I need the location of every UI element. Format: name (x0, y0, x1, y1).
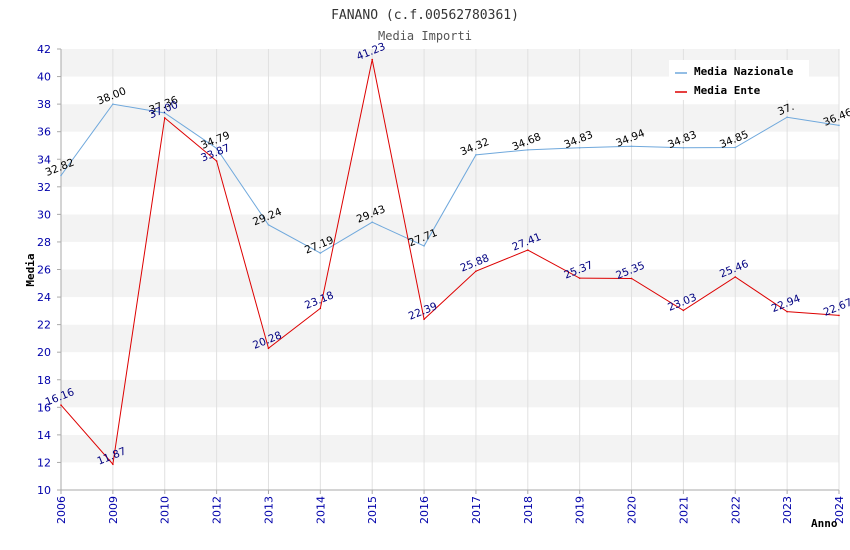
y-axis-ticks: 10 12 14 16 18 20 22 24 26 28 30 32 34 36 38 40 42 (37, 43, 61, 497)
grid-band (61, 434, 839, 463)
grid-band (61, 214, 839, 242)
grid-band (61, 297, 839, 325)
y-tick-label: 34 (37, 153, 51, 166)
x-tick-label: 2014 (314, 496, 327, 524)
data-point (838, 314, 840, 317)
y-tick-label: 10 (37, 484, 51, 497)
grid-band (61, 407, 839, 435)
data-point (163, 112, 166, 114)
legend-box (669, 60, 809, 100)
x-tick-label: 2019 (574, 496, 587, 524)
data-point (578, 277, 581, 279)
x-tick-label: 2010 (159, 496, 172, 524)
data-point (319, 252, 322, 254)
data-point (267, 347, 270, 350)
grid-bands (60, 49, 840, 490)
y-tick-label: 42 (37, 43, 51, 56)
x-tick-label: 2022 (729, 496, 742, 524)
x-tick-label: 2023 (781, 496, 794, 524)
data-point (60, 174, 62, 177)
x-axis-ticks: 2006 2009 2010 2012 2013 2014 2015 2016 2017 2018… (55, 490, 846, 524)
legend-label-media-ente: Media Ente (694, 84, 761, 97)
data-point (630, 145, 633, 148)
grid-band (61, 269, 839, 298)
legend-label-media-nazionale: Media Nazionale (694, 65, 794, 78)
x-tick-label: 2024 (833, 496, 846, 524)
series-lines (60, 58, 840, 466)
y-tick-label: 16 (37, 401, 51, 414)
data-point (60, 404, 62, 406)
grid-band (61, 352, 839, 380)
data-point (163, 117, 166, 119)
data-point (423, 245, 425, 247)
grid-band (61, 131, 839, 160)
data-point (215, 160, 218, 162)
y-tick-label: 30 (37, 208, 51, 221)
y-tick-label: 26 (37, 264, 51, 277)
x-axis-label: Anno (811, 517, 838, 530)
data-point (215, 147, 218, 150)
x-tick-label: 2021 (677, 496, 690, 524)
data-point (112, 463, 114, 466)
legend: Media Nazionale Media Ente (669, 60, 809, 100)
y-tick-label: 28 (37, 236, 51, 249)
data-point (578, 147, 581, 149)
data-point (475, 270, 477, 272)
data-point (475, 154, 477, 156)
x-tick-label: 2017 (470, 496, 483, 524)
data-label: 37. (776, 101, 796, 118)
grid-band (61, 462, 839, 490)
x-tick-label: 2012 (211, 496, 224, 524)
y-tick-label: 40 (37, 71, 51, 84)
data-point (838, 124, 840, 127)
y-tick-label: 20 (37, 346, 51, 359)
data-point (630, 277, 633, 280)
y-tick-label: 24 (37, 291, 51, 304)
x-tick-label: 2016 (418, 496, 431, 524)
y-tick-label: 18 (37, 374, 51, 387)
series-line-media-ente (60, 59, 840, 466)
data-point (786, 310, 788, 313)
data-point (786, 116, 788, 119)
data-point (423, 318, 425, 321)
y-tick-label: 38 (37, 98, 51, 111)
y-tick-label: 12 (37, 456, 51, 469)
data-point (267, 224, 270, 226)
data-point (371, 58, 374, 61)
data-point (734, 276, 737, 278)
data-point (682, 147, 685, 149)
x-tick-label: 2013 (262, 496, 275, 524)
y-tick-label: 36 (37, 126, 51, 139)
grid-band (61, 159, 839, 187)
y-tick-label: 22 (37, 319, 51, 332)
data-point (527, 149, 529, 151)
data-point (112, 103, 114, 105)
y-tick-label: 32 (37, 181, 51, 194)
x-tick-label: 2009 (107, 496, 120, 524)
x-tick-label: 2015 (366, 496, 379, 524)
data-point (734, 146, 737, 149)
data-point (682, 309, 685, 312)
grid-band (61, 324, 839, 353)
data-point (371, 221, 374, 224)
grid-band (61, 379, 839, 408)
grid-band (61, 104, 839, 132)
chart-subtitle: Media Importi (378, 29, 472, 43)
y-axis-label: Media (24, 253, 37, 286)
x-tick-label: 2018 (522, 496, 535, 524)
chart-title: FANANO (c.f.00562780361) (331, 8, 519, 23)
x-tick-label: 2006 (55, 496, 68, 524)
y-tick-label: 14 (37, 429, 51, 442)
data-point (319, 307, 322, 310)
grid-band (61, 241, 839, 270)
data-point (527, 249, 529, 251)
x-tick-label: 2020 (626, 496, 639, 524)
series-line-media-nazionale (60, 103, 840, 254)
